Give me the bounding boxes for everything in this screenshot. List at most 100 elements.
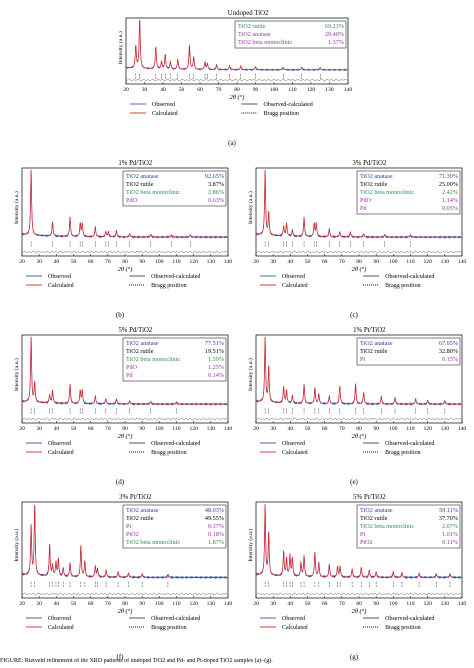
phase-fraction: 1.25% [208, 364, 224, 371]
x-tick-label: 110 [406, 601, 414, 607]
xrd-panel-d: 5% Pd/TiO2 Intensity (a.u.) 20 30 40 50 60 70 80… [8, 325, 232, 477]
x-tick-label: 30 [142, 87, 148, 93]
xrd-panel-f: 3% Pt/TiO2 Intensity (a.u.) 20 30 40 50 60 70 80… [8, 492, 232, 652]
x-tick-label: 20 [19, 259, 25, 265]
xrd-panel-e: 1% Pt/TiO2 Intensity (a.u.) 20 30 40 50 60 70 80… [242, 325, 466, 477]
x-tick-label: 140 [344, 87, 353, 93]
xrd-chart-e: 1% Pt/TiO2 Intensity (a.u.) 20 30 40 50 60 70 80… [247, 327, 466, 456]
chart-title: 3% Pd/TiO2 [352, 160, 387, 167]
calculated-series [256, 504, 462, 578]
x-axis-label: 2θ (°) [230, 94, 245, 101]
phase-table [122, 337, 227, 382]
phase-fraction: 59.11% [439, 507, 458, 514]
phase-name: TiO2 rutile [126, 348, 154, 355]
x-tick-label: 40 [54, 426, 60, 432]
difference-series [21, 250, 228, 254]
phase-name: PdO [360, 197, 372, 204]
x-tick-label: 60 [88, 426, 94, 432]
x-axis-label: 2θ (°) [118, 266, 133, 273]
legend-label-observed: Observed [282, 441, 305, 447]
legend-label-observed: Observed [48, 441, 71, 447]
x-tick-label: 80 [122, 259, 128, 265]
difference-series [125, 78, 348, 82]
phase-fraction: 0.63% [208, 197, 224, 204]
difference-series [21, 417, 228, 421]
legend-label-observed: Observed [48, 616, 71, 622]
chart-title: 5% Pd/TiO2 [118, 327, 153, 334]
phase-name: Pt [360, 531, 365, 538]
x-tick-label: 130 [441, 601, 450, 607]
chart-title: 1% Pt/TiO2 [353, 327, 386, 334]
phase-fraction: 0.11% [442, 539, 458, 546]
phase-fraction: 2.86% [208, 189, 224, 196]
panel-label-a: (a) [228, 139, 236, 147]
x-axis-label: 2θ (°) [352, 266, 367, 273]
phase-name: TiO2 anatase [238, 31, 271, 38]
legend-label-calculated: Calculated [48, 450, 74, 456]
legend-label-bragg: Bragg position [385, 625, 421, 631]
x-tick-label: 120 [307, 87, 316, 93]
calculated-series [255, 169, 462, 238]
legend-label-observed: Observed [152, 102, 175, 108]
x-tick-label: 50 [71, 426, 77, 432]
x-tick-label: 50 [305, 259, 311, 265]
phase-name: Pt [126, 523, 131, 530]
calculated-series [21, 169, 228, 238]
xrd-panel-a: Undoped TiO2 Intensity (a.u.) 20 30 40 50 60 70… [112, 8, 352, 138]
x-axis-label: 2θ (°) [352, 433, 367, 440]
phase-fraction: 2.07% [442, 523, 458, 530]
phase-fraction: 67.05% [439, 340, 458, 347]
y-axis-label: Intensity (a.u.) [247, 529, 254, 562]
y-axis-label: Intensity (a.u.) [247, 358, 254, 391]
x-tick-label: 100 [155, 259, 164, 265]
x-tick-label: 80 [122, 601, 128, 607]
x-tick-label: 130 [207, 426, 216, 432]
x-tick-label: 100 [155, 601, 164, 607]
phase-name: PtO2 [126, 531, 139, 538]
legend-label-bragg: Bragg position [385, 283, 421, 289]
x-tick-label: 130 [207, 601, 216, 607]
phase-table [356, 337, 461, 366]
x-tick-label: 50 [71, 601, 77, 607]
panel-label-f: (f) [116, 653, 124, 661]
x-tick-label: 50 [305, 426, 311, 432]
phase-name: TiO2 beta monoclinic [360, 523, 414, 530]
x-tick-label: 140 [224, 601, 233, 607]
phase-name: TiO2 rutile [238, 23, 266, 30]
legend-label-diff: Observed-calculated [385, 616, 434, 622]
phase-fraction: 32.80% [439, 348, 458, 355]
xrd-panel-b: 1% Pd/TiO2 Intensity (a.u.) 20 30 40 50 60 70 80… [8, 158, 232, 310]
x-tick-label: 70 [339, 426, 345, 432]
x-tick-label: 110 [288, 87, 296, 93]
legend-label-calculated: Calculated [152, 111, 178, 117]
x-tick-label: 80 [356, 259, 362, 265]
x-axis-label: 2θ (°) [118, 433, 133, 440]
xrd-panel-c: 3% Pd/TiO2 Intensity (a.u.) 20 30 40 50 60 70 80… [242, 158, 466, 310]
x-tick-label: 70 [216, 87, 222, 93]
chart-title: 3% Pt/TiO2 [119, 494, 152, 501]
x-tick-label: 40 [288, 426, 294, 432]
x-tick-label: 90 [139, 259, 145, 265]
panel-label-b: (b) [115, 311, 125, 319]
phase-fraction: 1.37% [328, 39, 344, 46]
phase-name: TiO2 anatase [360, 507, 393, 514]
x-tick-label: 20 [253, 426, 259, 432]
panel-label-e: (e) [350, 478, 358, 486]
x-tick-label: 80 [356, 601, 362, 607]
y-axis-label: Intensity (a.u.) [13, 191, 20, 224]
x-tick-label: 60 [88, 259, 94, 265]
x-tick-label: 30 [36, 259, 42, 265]
x-tick-label: 90 [253, 87, 259, 93]
phase-name: TiO2 anatase [126, 507, 159, 514]
legend-label-diff: Observed-calculated [263, 102, 312, 108]
chart-title: Undoped TiO2 [228, 10, 269, 17]
chart-title: 1% Pd/TiO2 [118, 160, 153, 167]
x-tick-label: 90 [373, 601, 379, 607]
legend-label-diff: Observed-calculated [151, 616, 200, 622]
x-tick-label: 40 [54, 601, 60, 607]
legend-label-diff: Observed-calculated [151, 441, 200, 447]
calculated-series [22, 336, 228, 405]
xrd-chart-a: Undoped TiO2 Intensity (a.u.) 20 30 40 50 60 70… [117, 10, 353, 117]
xrd-chart-b: 1% Pd/TiO2 Intensity (a.u.) 20 30 40 50 60 70 80… [13, 160, 232, 289]
phase-fraction: 0.37% [208, 523, 224, 530]
